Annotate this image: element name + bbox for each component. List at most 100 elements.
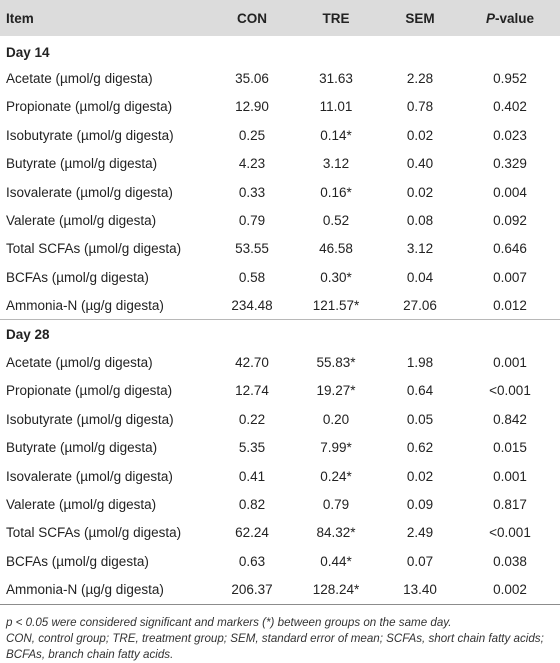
cell-con: 0.58 [238, 269, 266, 285]
cell-p: 0.402 [493, 99, 527, 115]
section-title: Day 14 [6, 44, 50, 60]
section-row: Day 14 [0, 36, 560, 64]
table-row: Propionate (µmol/g digesta) 12.90 11.01 0.7… [0, 93, 560, 121]
table-row: Butyrate (µmol/g digesta) 4.23 3.12 0.40 0.3… [0, 150, 560, 178]
cell-sem: 0.02 [406, 468, 434, 484]
cell-sem: 0.02 [406, 184, 434, 200]
cell-p: 0.817 [493, 496, 527, 512]
cell-item: Acetate (µmol/g digesta) [6, 354, 153, 370]
cell-sem: 0.78 [406, 99, 434, 115]
cell-con: 0.25 [238, 127, 266, 143]
cell-p: <0.001 [489, 525, 531, 541]
cell-sem: 0.04 [406, 269, 434, 285]
cell-tre: 19.27* [316, 383, 356, 399]
cell-con: 5.35 [238, 440, 266, 456]
cell-item: Isovalerate (µmol/g digesta) [6, 468, 173, 484]
cell-tre: 0.44* [320, 553, 352, 569]
cell-tre: 55.83* [316, 354, 356, 370]
cell-con: 35.06 [235, 71, 269, 87]
cell-sem: 3.12 [406, 241, 434, 257]
cell-tre: 0.30* [320, 269, 352, 285]
cell-con: 4.23 [238, 156, 266, 172]
table-bottom-rule [0, 603, 560, 605]
cell-con: 0.82 [238, 496, 266, 512]
cell-item: Propionate (µmol/g digesta) [6, 99, 173, 115]
cell-item: Ammonia-N (µg/g digesta) [6, 582, 164, 598]
table-row: Valerate (µmol/g digesta) 0.82 0.79 0.09 0.8… [0, 490, 560, 518]
cell-tre: 121.57* [312, 297, 360, 313]
table-row: Ammonia-N (µg/g digesta) 234.48 121.57* 27.… [0, 292, 560, 320]
table-footnote: p < 0.05 were considered significant and… [0, 605, 560, 663]
cell-p: 0.023 [493, 127, 527, 143]
cell-p: 0.001 [493, 468, 527, 484]
cell-sem: 0.02 [406, 127, 434, 143]
cell-item: Total SCFAs (µmol/g digesta) [6, 525, 182, 541]
cell-p: 0.952 [493, 71, 527, 87]
cell-tre: 0.14* [320, 127, 352, 143]
cell-p: 0.842 [493, 411, 527, 427]
cell-item: Acetate (µmol/g digesta) [6, 71, 153, 87]
cell-item: Total SCFAs (µmol/g digesta) [6, 241, 182, 257]
cell-item: Isobutyrate (µmol/g digesta) [6, 411, 174, 427]
cell-tre: 31.63 [319, 71, 353, 87]
cell-item: Valerate (µmol/g digesta) [6, 213, 157, 229]
cell-tre: 3.12 [322, 156, 350, 172]
cell-p: 0.092 [493, 213, 527, 229]
cell-p: 0.646 [493, 241, 527, 257]
cell-sem: 0.62 [406, 440, 434, 456]
cell-item: BCFAs (µmol/g digesta) [6, 269, 149, 285]
cell-p: <0.001 [489, 383, 531, 399]
cell-p: 0.015 [493, 440, 527, 456]
header-con: CON [237, 10, 267, 26]
cell-con: 206.37 [231, 582, 273, 598]
cell-item: Isobutyrate (µmol/g digesta) [6, 127, 174, 143]
cell-con: 0.22 [238, 411, 266, 427]
table-body: Day 14 Acetate (µmol/g digesta) 35.06 31.63… [0, 36, 560, 604]
table-row: Acetate (µmol/g digesta) 35.06 31.63 2.28 0.… [0, 64, 560, 92]
cell-p: 0.329 [493, 156, 527, 172]
cell-p: 0.038 [493, 553, 527, 569]
cell-p: 0.001 [493, 354, 527, 370]
section-row: Day 28 [0, 319, 560, 348]
table-row: Propionate (µmol/g digesta) 12.74 19.27* 0.… [0, 377, 560, 405]
header-p-suffix: -value [494, 10, 535, 26]
data-table: Item CON TRE SEM P-value Day 14 Acetate (… [0, 0, 560, 604]
cell-tre: 84.32* [316, 525, 356, 541]
cell-item: Propionate (µmol/g digesta) [6, 383, 173, 399]
cell-con: 42.70 [235, 354, 269, 370]
footnote-abbreviations: CON, control group; TRE, treatment group… [6, 631, 544, 661]
cell-sem: 0.40 [406, 156, 434, 172]
table-row: BCFAs (µmol/g digesta) 0.63 0.44* 0.07 0.038 [0, 547, 560, 575]
cell-sem: 2.49 [406, 525, 434, 541]
cell-tre: 46.58 [319, 241, 353, 257]
header-p-letter: P [485, 10, 495, 26]
cell-item: BCFAs (µmol/g digesta) [6, 553, 149, 569]
table-row: Acetate (µmol/g digesta) 42.70 55.83* 1.98 0… [0, 348, 560, 376]
table-row: Isobutyrate (µmol/g digesta) 0.25 0.14* 0.0… [0, 121, 560, 149]
table-row: Isovalerate (µmol/g digesta) 0.33 0.16* 0.0… [0, 178, 560, 206]
cell-con: 53.55 [235, 241, 269, 257]
cell-p: 0.004 [493, 184, 527, 200]
table-row: Total SCFAs (µmol/g digesta) 53.55 46.58 3.… [0, 235, 560, 263]
cell-p: 0.002 [493, 582, 527, 598]
cell-sem: 0.64 [406, 383, 434, 399]
cell-sem: 13.40 [403, 582, 437, 598]
cell-con: 0.33 [238, 184, 266, 200]
cell-con: 234.48 [231, 297, 273, 313]
table-row: BCFAs (µmol/g digesta) 0.58 0.30* 0.04 0.007 [0, 263, 560, 291]
header-sem: SEM [405, 10, 435, 26]
cell-con: 12.74 [235, 383, 269, 399]
cell-tre: 0.24* [320, 468, 352, 484]
cell-p: 0.012 [493, 297, 527, 313]
table-row: Valerate (µmol/g digesta) 0.79 0.52 0.08 0.0… [0, 206, 560, 234]
header-item: Item [6, 10, 34, 26]
header-tre: TRE [322, 10, 350, 26]
cell-con: 0.41 [238, 468, 266, 484]
cell-tre: 0.52 [322, 213, 350, 229]
cell-tre: 0.20 [322, 411, 350, 427]
cell-sem: 0.07 [406, 553, 434, 569]
table-row: Butyrate (µmol/g digesta) 5.35 7.99* 0.62 0.… [0, 433, 560, 461]
footnote-significance: p < 0.05 were considered significant and… [6, 615, 452, 629]
cell-con: 62.24 [235, 525, 269, 541]
